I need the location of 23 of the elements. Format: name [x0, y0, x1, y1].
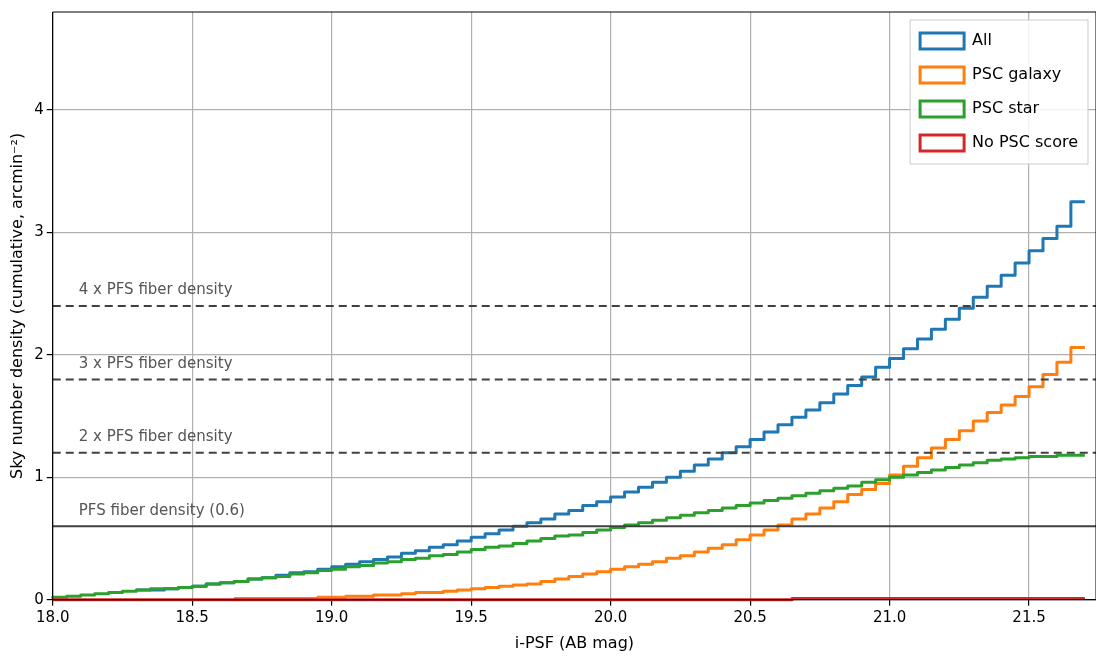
ref-line-label: 2 x PFS fiber density [78, 427, 233, 446]
y-tick-label: 1 [34, 467, 44, 486]
legend-label: PSC star [972, 98, 1040, 118]
legend-label: PSC galaxy [972, 64, 1062, 84]
y-axis-title: Sky number density (cumulative, arcmin⁻²) [6, 132, 26, 479]
y-tick-label: 0 [34, 589, 44, 608]
x-tick-label: 21.5 [1012, 607, 1046, 626]
y-tick-label: 2 [34, 344, 44, 363]
x-tick-label: 18.5 [175, 607, 209, 626]
x-tick-label: 20.0 [593, 607, 628, 626]
legend-label: All [972, 30, 992, 50]
x-tick-label: 19.0 [314, 607, 349, 626]
y-tick-label: 3 [34, 222, 44, 241]
x-tick-label: 20.5 [733, 607, 767, 626]
ref-line-label: PFS fiber density (0.6) [78, 500, 245, 519]
ref-line-label: 3 x PFS fiber density [78, 353, 233, 372]
x-tick-label: 21.0 [872, 607, 907, 626]
ref-line-label: 4 x PFS fiber density [78, 280, 233, 299]
y-tick-label: 4 [34, 99, 44, 118]
x-tick-label: 18.0 [36, 607, 70, 626]
legend-label: No PSC score [972, 132, 1079, 152]
x-axis-title: i-PSF (AB mag) [514, 632, 635, 652]
x-tick-label: 19.5 [454, 607, 488, 626]
